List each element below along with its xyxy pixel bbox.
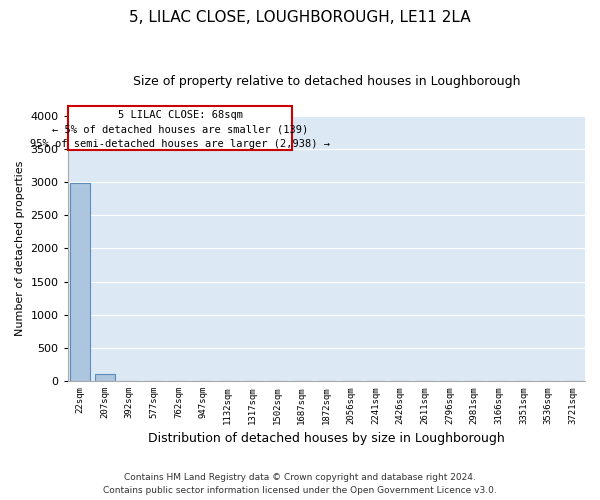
Text: 5, LILAC CLOSE, LOUGHBOROUGH, LE11 2LA: 5, LILAC CLOSE, LOUGHBOROUGH, LE11 2LA [129, 10, 471, 25]
Y-axis label: Number of detached properties: Number of detached properties [15, 160, 25, 336]
X-axis label: Distribution of detached houses by size in Loughborough: Distribution of detached houses by size … [148, 432, 505, 445]
Text: Contains HM Land Registry data © Crown copyright and database right 2024.
Contai: Contains HM Land Registry data © Crown c… [103, 474, 497, 495]
FancyBboxPatch shape [68, 106, 292, 150]
Bar [95, 374, 115, 381]
Title: Size of property relative to detached houses in Loughborough: Size of property relative to detached ho… [133, 75, 520, 88]
Text: 5 LILAC CLOSE: 68sqm
← 5% of detached houses are smaller (139)
95% of semi-detac: 5 LILAC CLOSE: 68sqm ← 5% of detached ho… [30, 110, 330, 150]
Bar [70, 182, 90, 381]
